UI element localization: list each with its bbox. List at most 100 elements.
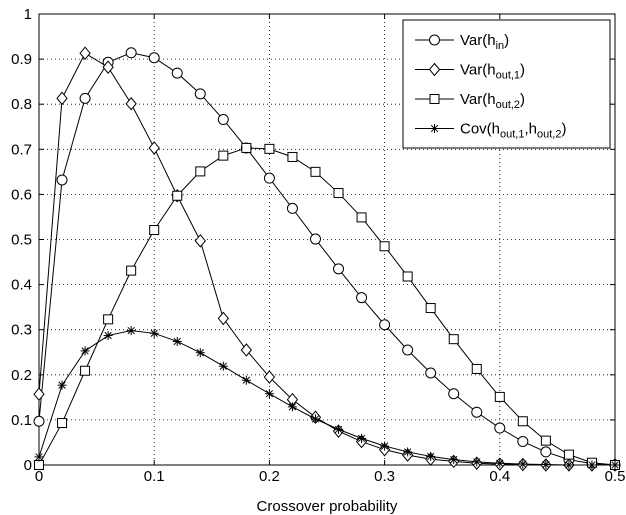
data-point [356, 292, 368, 304]
data-point [263, 172, 275, 184]
data-point [287, 402, 297, 412]
data-point [148, 52, 160, 64]
data-point [194, 234, 206, 248]
legend-label-text: ) [561, 121, 566, 138]
legend-label-subscript: out,1 [496, 70, 520, 82]
data-point [517, 416, 528, 427]
x-tick-label: 0.3 [374, 468, 395, 485]
y-tick-label: 0.7 [11, 141, 32, 158]
grid [39, 14, 615, 465]
data-point [541, 460, 551, 470]
data-point [217, 114, 229, 126]
x-tick-label: 0.2 [259, 468, 280, 485]
data-point [172, 336, 182, 346]
data-point [333, 188, 344, 199]
data-point [517, 436, 529, 448]
data-point [80, 346, 90, 356]
data-point [79, 46, 91, 61]
data-point [218, 361, 228, 371]
data-point [57, 380, 67, 390]
data-point [563, 449, 574, 460]
data-point [33, 415, 45, 427]
data-point [263, 370, 276, 384]
data-point [540, 446, 552, 458]
data-point [103, 314, 114, 325]
data-point [471, 363, 482, 374]
data-point [194, 88, 206, 100]
data-point [380, 441, 390, 451]
data-point [610, 460, 620, 470]
legend-marker [428, 62, 441, 77]
y-tick-label: 0.6 [11, 186, 32, 203]
data-point [149, 225, 160, 236]
legend-label-text: ) [520, 62, 525, 79]
y-tick-label: 0.5 [11, 232, 32, 249]
data-point [402, 344, 414, 356]
data-point [34, 460, 44, 470]
data-point [379, 241, 390, 252]
data-point [57, 418, 68, 429]
y-tick-label: 0.4 [11, 277, 32, 294]
data-point [172, 190, 183, 201]
data-point [125, 47, 137, 59]
data-point [356, 212, 367, 223]
legend: Var(hin)Var(hout,1)Var(hout,2)Cov(hout,1… [402, 19, 611, 149]
data-point [264, 143, 275, 154]
legend-item: Cov(hout,1,hout,2) [415, 121, 566, 141]
legend-label-subscript: in [496, 40, 505, 52]
data-point [218, 150, 229, 161]
data-point [56, 174, 68, 186]
legend-label-subscript: out,2 [537, 129, 561, 141]
y-tick-label: 0.2 [11, 367, 32, 384]
legend-marker [429, 94, 440, 104]
legend-label-text: ) [504, 32, 509, 49]
data-point [449, 455, 459, 465]
data-point [587, 460, 597, 470]
data-point [310, 414, 320, 424]
x-tick-label: 0.5 [605, 468, 626, 485]
data-point [379, 319, 391, 331]
y-tick-label: 0.9 [11, 51, 32, 68]
data-point [334, 424, 344, 434]
x-axis-title: Crossover probability [257, 498, 398, 515]
legend-label: Cov(hout,1,hout,2) [460, 121, 566, 141]
x-tick-label: 0.1 [144, 468, 165, 485]
legend-label-text: Var(h [460, 62, 496, 79]
legend-label-text: Var(h [460, 91, 496, 108]
data-point [564, 460, 574, 470]
data-point [425, 303, 436, 314]
data-point [195, 166, 206, 177]
data-point [241, 142, 252, 153]
data-point [126, 326, 136, 336]
legend-label-text: ) [520, 91, 525, 108]
data-point [241, 375, 251, 385]
legend-label-text: Var(h [460, 32, 496, 49]
data-point [264, 389, 274, 399]
data-point [149, 328, 159, 338]
legend-label-text: Cov(h [460, 121, 500, 138]
data-point [402, 271, 413, 282]
data-point [333, 263, 345, 275]
legend-label-text: ,h [524, 121, 537, 138]
series-line [38, 147, 616, 466]
data-point [240, 343, 253, 357]
y-tick-label: 0 [24, 457, 32, 474]
data-point [540, 435, 551, 446]
axis-ticks: 0 0.1 0.2 0.3 0.4 0.5 0 0.1 0.2 0.3 0.4 0.5 0.6 0.7 0.… [11, 6, 625, 485]
data-point [426, 451, 436, 461]
legend-item: Var(hout,2) [415, 91, 525, 111]
data-point [56, 91, 68, 106]
data-point [33, 387, 45, 401]
y-tick-label: 0.1 [11, 412, 32, 429]
data-point [403, 447, 413, 457]
data-point [79, 92, 91, 104]
legend-label-subscript: out,2 [496, 99, 520, 111]
x-tick-label: 0.4 [489, 468, 510, 485]
series-group [33, 46, 621, 472]
data-point [310, 166, 321, 177]
data-point [125, 96, 137, 111]
data-point [472, 457, 482, 467]
data-point [448, 388, 460, 400]
data-point [309, 233, 321, 245]
